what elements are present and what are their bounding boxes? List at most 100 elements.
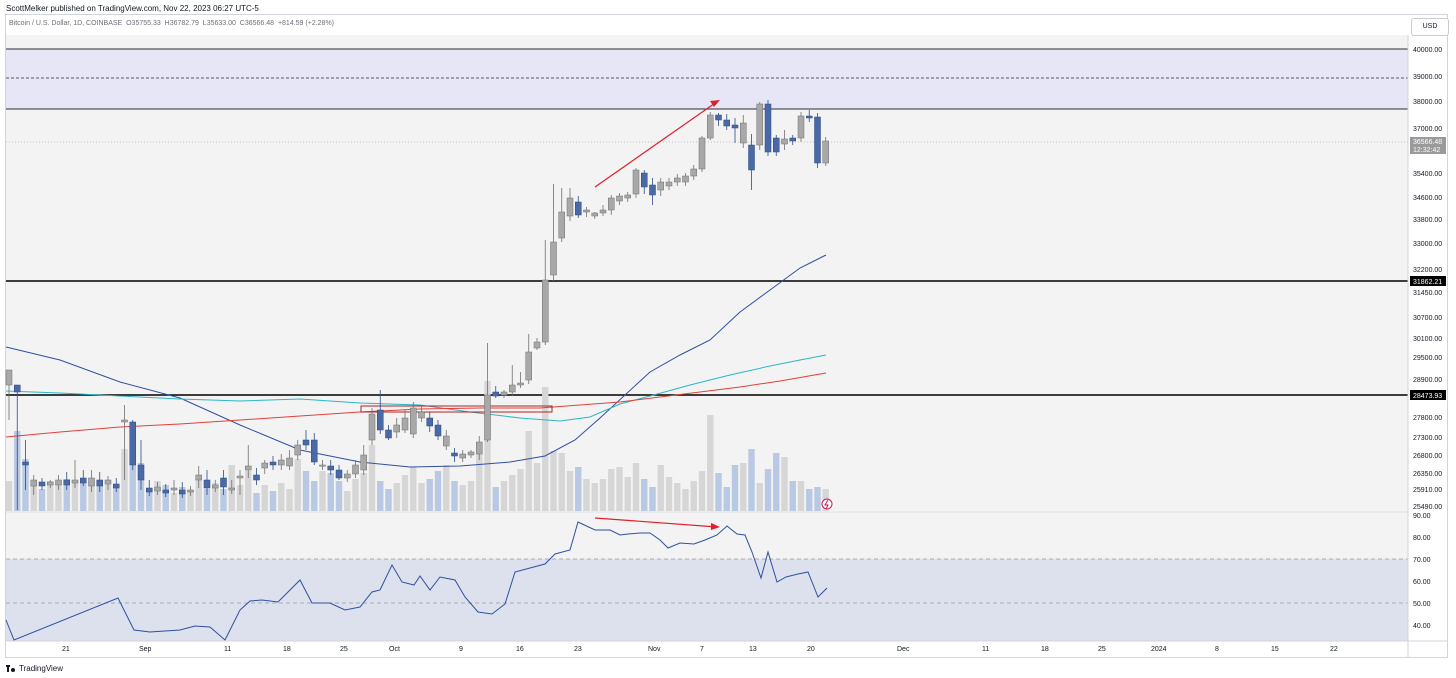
time-tick: 25 <box>1098 646 1106 653</box>
volume-bar <box>212 483 219 511</box>
time-tick: 9 <box>459 646 463 653</box>
volume-bar <box>591 483 598 511</box>
current-price-tag <box>1410 137 1446 154</box>
volume-bar <box>674 483 681 511</box>
time-tick: 8 <box>1215 646 1219 653</box>
volume-bar <box>484 381 491 511</box>
level-label-upper: 31862.21 <box>1413 279 1442 286</box>
candle-body <box>599 209 607 214</box>
candle-body <box>665 181 673 187</box>
time-tick: 11 <box>982 646 989 653</box>
time-tick: 21 <box>62 646 70 653</box>
candle-body <box>14 384 21 393</box>
volume-bar <box>96 485 103 511</box>
volume-bar <box>550 451 557 511</box>
volume-bar <box>401 475 409 511</box>
candle-body <box>360 454 367 471</box>
volume-bar <box>154 481 161 511</box>
volume-bar <box>393 483 400 511</box>
volume-bar <box>451 481 458 511</box>
candle-body <box>690 168 697 177</box>
candle-body <box>509 384 516 393</box>
candle-body <box>418 411 425 419</box>
open-value: 35755.33 <box>131 20 161 27</box>
candle-body <box>368 413 376 441</box>
candle-body <box>764 103 772 153</box>
candle-body <box>294 444 301 456</box>
price-tick: 29500.00 <box>1413 355 1442 362</box>
candle-body <box>410 407 417 435</box>
volume-bar <box>245 471 252 511</box>
volume-bar <box>500 481 508 511</box>
time-axis[interactable]: 21 Sep 11 18 25 Oct 9 16 23 Nov 7 13 20 … <box>62 646 1338 653</box>
volume-bar <box>327 473 334 511</box>
candle-body <box>740 122 747 144</box>
candle-body <box>566 197 574 217</box>
rsi-axis[interactable]: 90.00 80.00 70.00 60.00 50.00 40.00 <box>1413 513 1431 630</box>
arrow-head-icon <box>710 100 720 107</box>
volume-bar <box>80 481 87 511</box>
candle-body <box>195 474 202 481</box>
volume-bar <box>418 483 425 511</box>
volume-bar <box>220 489 227 511</box>
candle-body <box>121 419 128 423</box>
rsi-tick: 60.00 <box>1413 579 1431 586</box>
candle-body <box>533 341 541 349</box>
volume-bar <box>104 483 112 511</box>
volume-bar <box>723 487 730 511</box>
price-tick: 38000.00 <box>1413 99 1442 106</box>
candle-body <box>467 451 475 456</box>
candle-body <box>179 489 186 495</box>
candle-body <box>344 473 351 479</box>
candle-body <box>773 137 780 153</box>
currency-button[interactable]: USD <box>1411 18 1449 36</box>
volume-bar <box>5 481 13 511</box>
volume-bar <box>575 467 582 511</box>
candle-body <box>63 479 70 486</box>
volume-bar <box>360 473 367 511</box>
time-tick: 15 <box>1271 646 1279 653</box>
footer-brand[interactable]: TradingView <box>6 664 63 673</box>
price-tick: 37000.00 <box>1413 126 1442 133</box>
candle-body <box>814 116 821 164</box>
candle-body <box>657 181 664 191</box>
candle-body <box>212 484 219 489</box>
price-tick: 34600.00 <box>1413 195 1442 202</box>
moving-averages <box>5 254 827 468</box>
volume-bar <box>410 467 417 511</box>
price-axis[interactable]: 40000.00 39000.00 38000.00 37000.00 3540… <box>1413 47 1442 511</box>
candle-body <box>220 477 227 488</box>
candle-body <box>426 417 433 427</box>
price-tick: 33800.00 <box>1413 217 1442 224</box>
candle-body <box>624 194 631 199</box>
price-tick: 27300.00 <box>1413 435 1442 442</box>
candle-body <box>302 439 310 446</box>
candle-body <box>245 465 252 471</box>
candle-body <box>327 465 334 471</box>
candle-body <box>80 477 87 484</box>
price-tick: 31450.00 <box>1413 290 1442 297</box>
candle-body <box>583 209 590 213</box>
candle-body <box>335 469 343 479</box>
volume-bar <box>368 445 376 511</box>
tradingview-label: TradingView <box>19 664 64 673</box>
candle-body <box>674 177 681 183</box>
time-tick: 7 <box>700 646 704 653</box>
candle-body <box>641 172 648 188</box>
volume-bar <box>195 479 202 511</box>
lightning-icon[interactable] <box>821 498 833 510</box>
price-pane[interactable] <box>6 35 1408 511</box>
price-trend-arrow <box>594 100 719 188</box>
volume-bar <box>179 487 186 511</box>
volume-bar <box>756 483 763 511</box>
candle-body <box>319 464 326 467</box>
volume-bar <box>88 481 95 511</box>
volume-bar <box>467 481 475 511</box>
volume-bar <box>269 491 277 511</box>
volume-bar <box>641 479 648 511</box>
volume-bar <box>426 479 433 511</box>
time-tick: 20 <box>807 646 815 653</box>
volume-bar <box>30 483 37 511</box>
candle-body <box>649 184 656 196</box>
